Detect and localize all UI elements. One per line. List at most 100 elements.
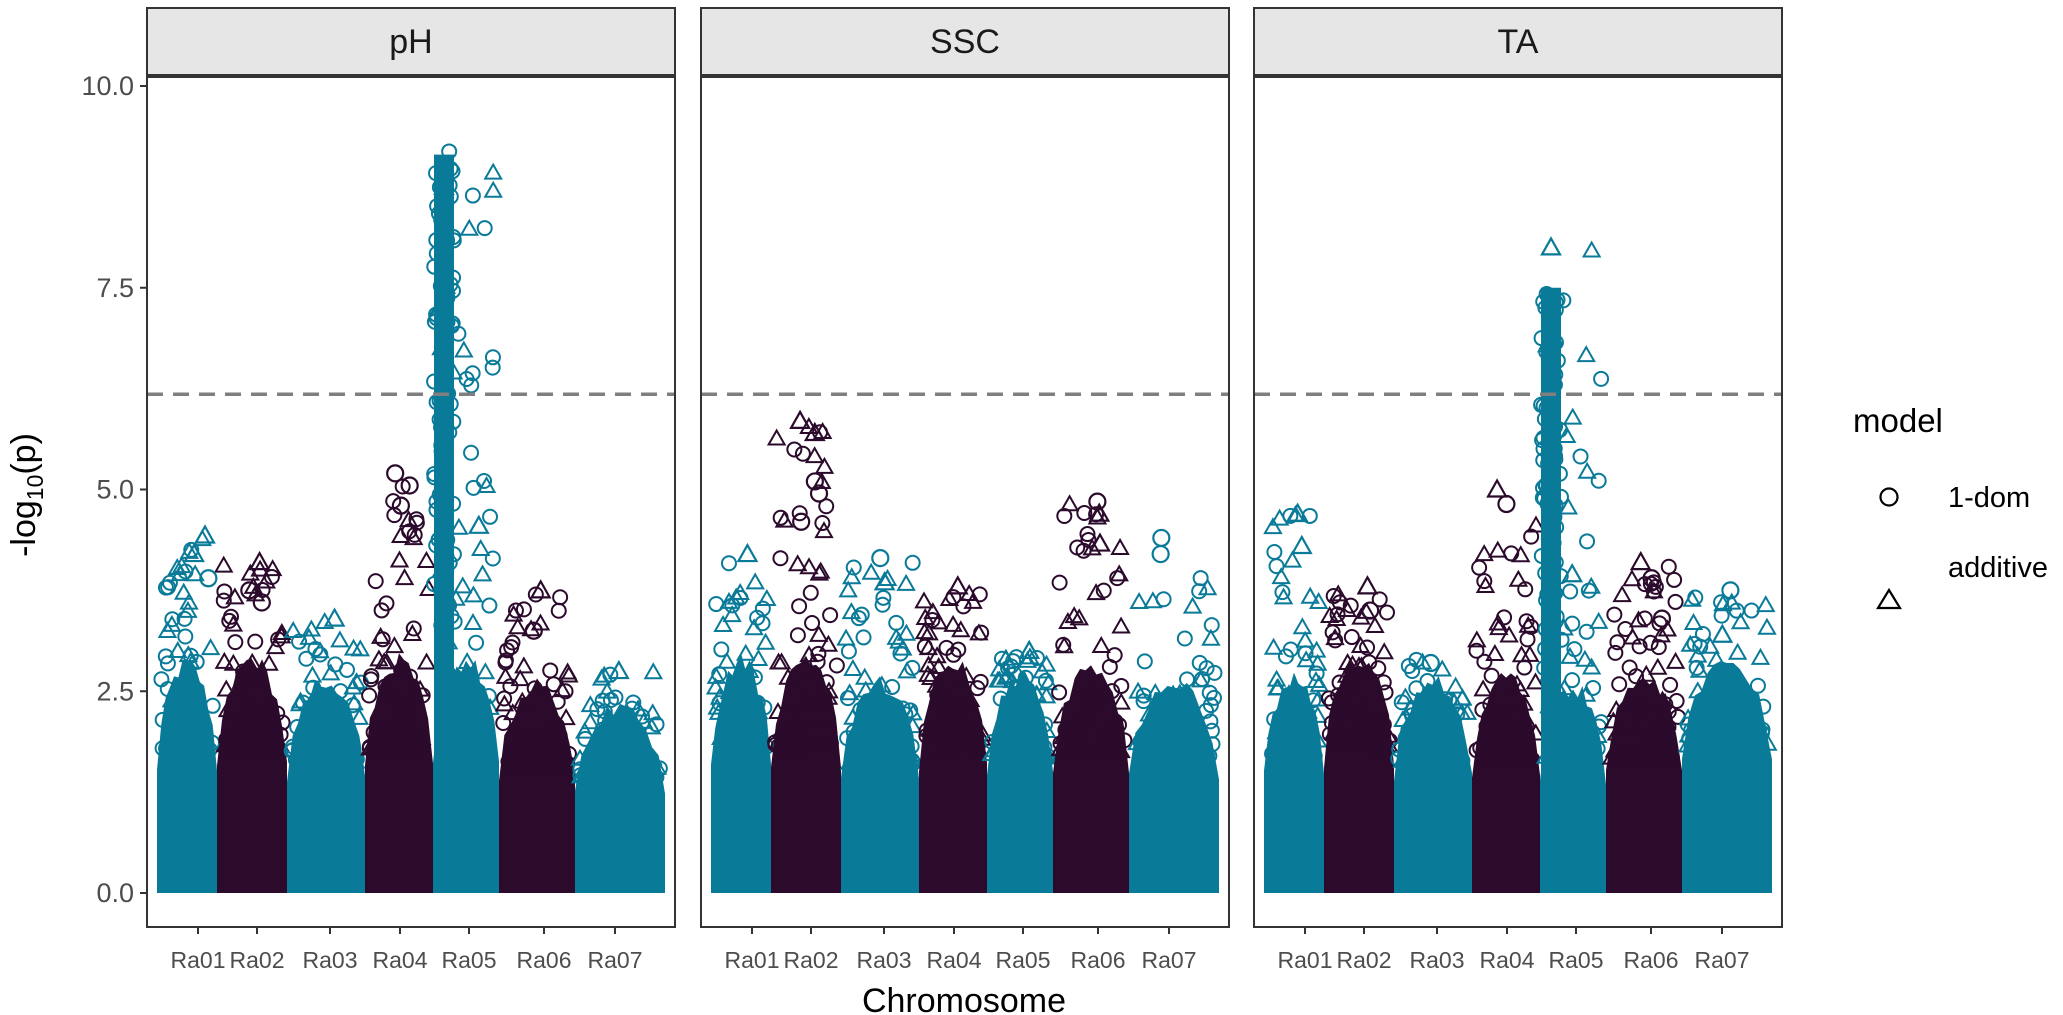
snp-point-additive	[1374, 642, 1394, 660]
snp-point-additive	[843, 658, 863, 676]
snp-point-1-dom	[215, 592, 232, 609]
snp-point-1-dom	[589, 701, 606, 718]
snp-point-1-dom	[272, 726, 289, 743]
snp-point-additive	[1696, 719, 1717, 737]
snp-point-additive	[928, 612, 949, 630]
legend-label-additive: additive	[1948, 552, 2048, 584]
snp-point-1-dom	[1106, 647, 1123, 664]
x-tick-label: Ra02	[230, 947, 285, 973]
snp-point-additive	[1263, 517, 1283, 535]
snp-point-additive	[1603, 711, 1624, 729]
snp-point-additive	[1445, 676, 1466, 694]
outlier-additive	[529, 579, 552, 599]
snp-point-1-dom	[839, 690, 856, 707]
snp-point-1-dom	[1342, 597, 1359, 614]
snp-point-1-dom	[1478, 718, 1495, 735]
snp-point-1-dom	[902, 702, 919, 719]
snp-point-1-dom	[1298, 731, 1315, 748]
snp-point-1-dom	[1712, 686, 1729, 703]
snp-point-additive	[1488, 613, 1508, 631]
x-axis-title: Chromosome	[862, 982, 1066, 1015]
snp-point-additive	[330, 630, 350, 648]
peak-point	[1547, 447, 1564, 464]
peak-point	[1535, 479, 1552, 496]
snp-point-additive	[1376, 735, 1396, 753]
snp-point-1-dom	[1101, 739, 1118, 756]
snp-point-additive	[861, 562, 881, 580]
snp-point-1-dom	[990, 733, 1007, 750]
snp-point-additive	[1488, 540, 1508, 558]
snp-point-additive	[189, 725, 209, 743]
snp-point-additive	[903, 703, 923, 721]
snp-point-additive	[1291, 690, 1312, 708]
snp-point-additive	[302, 665, 323, 683]
outlier-1-dom	[1497, 494, 1516, 514]
snp-point-additive	[768, 652, 789, 670]
snp-point-additive	[943, 614, 963, 632]
snp-point-1-dom	[224, 739, 241, 756]
snp-point-additive	[175, 717, 195, 735]
peak-point	[426, 576, 443, 593]
snp-point-additive	[1442, 744, 1462, 762]
snp-point-additive	[580, 695, 601, 713]
snp-point-1-dom	[810, 645, 827, 662]
snp-point-additive	[1618, 738, 1638, 756]
facet-panel-ph: pH Ra01 Ra02 Ra03 Ra04 Ra05 Ra06 Ra07	[146, 7, 676, 973]
snp-point-1-dom	[1278, 740, 1295, 757]
snp-point-1-dom	[1692, 638, 1709, 655]
snp-point-1-dom	[1663, 748, 1680, 765]
x-tick-label: Ra03	[303, 947, 358, 973]
x-tick-label: Ra07	[1695, 947, 1750, 973]
snp-point-additive	[989, 670, 1010, 688]
snp-point-additive	[628, 699, 648, 717]
snp-point-additive	[1336, 665, 1357, 683]
snp-point-1-dom	[1203, 722, 1220, 739]
snp-point-additive	[1298, 701, 1318, 719]
snp-point-1-dom	[871, 728, 888, 745]
snp-point-1-dom	[708, 596, 725, 613]
snp-point-additive	[1727, 642, 1748, 660]
snp-point-additive	[839, 683, 860, 701]
snp-point-1-dom	[1036, 716, 1053, 733]
snp-point-additive	[799, 557, 819, 575]
snp-point-1-dom	[1400, 657, 1417, 674]
snp-point-additive	[173, 706, 194, 724]
snp-point-additive	[454, 340, 474, 358]
snp-point-additive	[641, 717, 662, 735]
snp-point-additive	[643, 662, 664, 680]
snp-point-1-dom	[454, 726, 471, 743]
snp-point-1-dom	[1104, 683, 1121, 700]
snp-point-1-dom	[334, 710, 351, 727]
snp-point-additive	[1588, 611, 1609, 629]
x-tick-label: Ra06	[1624, 947, 1679, 973]
snp-point-1-dom	[1611, 676, 1628, 693]
chromosome-block-Ra04	[1472, 673, 1540, 893]
snp-point-additive	[1069, 608, 1089, 626]
panel-border	[1253, 76, 1783, 928]
snp-point-additive	[1508, 569, 1529, 587]
snp-point-1-dom	[1151, 753, 1168, 770]
chromosome-block-Ra01	[711, 652, 771, 893]
snp-point-1-dom	[1483, 667, 1500, 684]
snp-point-additive	[1349, 709, 1369, 727]
snp-point-additive	[914, 591, 934, 609]
snp-point-additive	[1271, 567, 1291, 585]
snp-point-additive	[179, 592, 199, 610]
snp-point-1-dom	[1494, 702, 1511, 719]
snp-point-additive	[1392, 750, 1412, 768]
legend-label-1-dom: 1-dom	[1948, 482, 2030, 514]
peak-point	[1538, 399, 1555, 416]
snp-point-1-dom	[592, 741, 609, 758]
snp-point-additive	[814, 456, 835, 474]
snp-point-1-dom	[1206, 664, 1223, 681]
snp-point-1-dom	[1713, 594, 1730, 611]
x-tick-label: Ra03	[857, 947, 912, 973]
snp-point-1-dom	[1179, 671, 1196, 688]
snp-point-1-dom	[648, 769, 665, 786]
snp-point-additive	[1136, 724, 1157, 742]
snp-point-additive	[706, 666, 727, 684]
snp-point-1-dom	[476, 472, 493, 489]
outlier-1-dom	[809, 484, 829, 503]
snp-point-additive	[716, 714, 736, 732]
peak-point	[433, 552, 450, 569]
